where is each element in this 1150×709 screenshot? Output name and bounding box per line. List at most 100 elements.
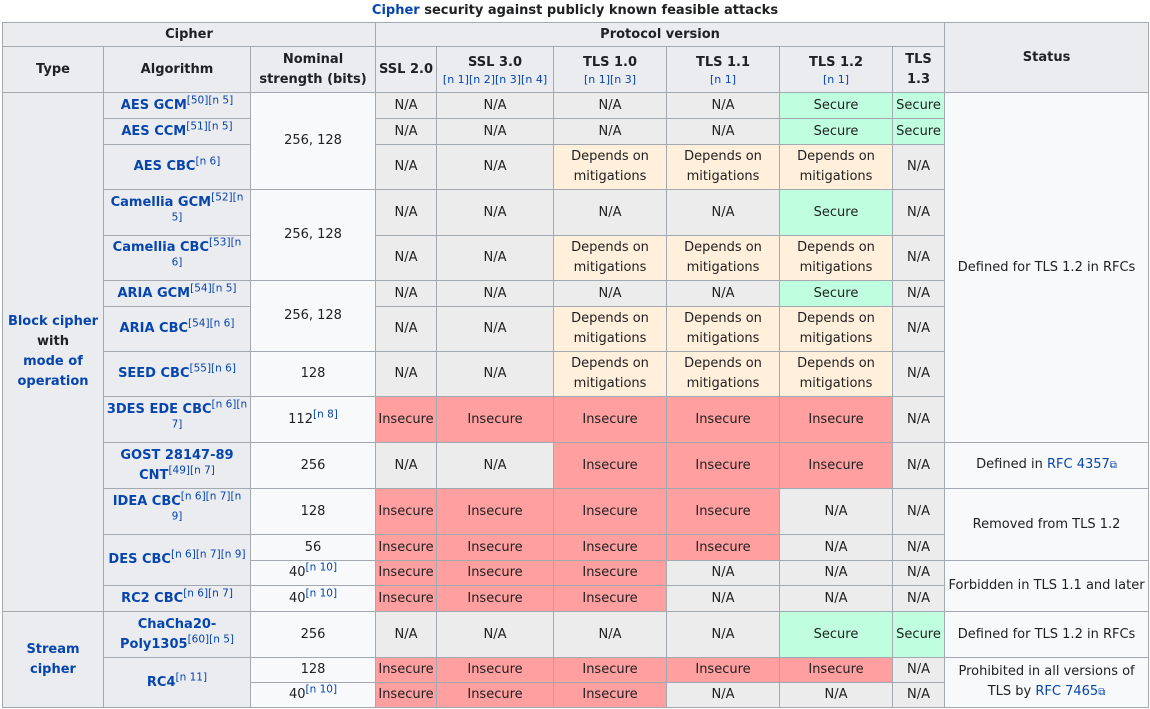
cell-insecure: Insecure — [436, 657, 555, 683]
cell-na: N/A — [553, 118, 668, 145]
table-row: Camellia CBC[53][n 6] N/A N/A Depends on… — [3, 235, 1149, 281]
cell-insecure: Insecure — [436, 682, 555, 708]
strength-des-56: 56 — [249, 534, 377, 561]
cell-depends: Depends on mitigations — [666, 351, 781, 397]
status-chacha: Defined for TLS 1.2 in RFCs — [944, 611, 1150, 658]
cell-insecure: Insecure — [666, 488, 781, 535]
cell-secure: Secure — [892, 611, 946, 658]
cell-insecure: Insecure — [666, 442, 781, 489]
rfc7465-link[interactable]: RFC 7465 — [1035, 684, 1099, 699]
cell-insecure: Insecure — [779, 442, 894, 489]
cell-na: N/A — [892, 534, 946, 561]
tls11-refs[interactable]: [n 1] — [709, 72, 737, 86]
cell-na: N/A — [779, 682, 894, 708]
cell-insecure: Insecure — [666, 534, 781, 561]
tls10-refs[interactable]: [n 1][n 3] — [583, 72, 637, 86]
cell-depends: Depends on mitigations — [666, 306, 781, 352]
header-row-1: Cipher Protocol version Status — [1, 22, 1150, 93]
rfc4357-link[interactable]: RFC 4357 — [1046, 457, 1110, 472]
table-row: Block cipher with mode of operation AES … — [2, 92, 1150, 612]
cell-na: N/A — [892, 280, 946, 307]
tls11-header: TLS 1.1 [n 1] — [666, 46, 781, 93]
strength-rc2: 40[n 10] — [249, 585, 377, 612]
algorithm-header: Algorithm — [103, 46, 251, 93]
cell-insecure: Insecure — [553, 657, 668, 683]
cell-na: N/A — [666, 560, 781, 586]
cell-na: N/A — [553, 189, 668, 236]
alg-chacha20-poly1305[interactable]: ChaCha20-Poly1305[60][n 5] — [103, 611, 251, 658]
table-caption: Cipher security against publicly known f… — [0, 3, 1150, 18]
cell-na: N/A — [892, 396, 946, 443]
strength-rc4-128: 128 — [249, 657, 377, 683]
alg-rc2-cbc[interactable]: RC2 CBC[n 6][n 7] — [103, 585, 251, 612]
cell-depends: Depends on mitigations — [553, 144, 668, 190]
cell-depends: Depends on mitigations — [666, 144, 781, 190]
tls12-refs[interactable]: [n 1] — [822, 72, 850, 86]
alg-3des-ede-cbc[interactable]: 3DES EDE CBC[n 6][n 7] — [103, 396, 251, 443]
table-row: AES CBC[n 6] N/A N/A Depends on mitigati… — [3, 144, 1149, 190]
cipher-link[interactable]: Cipher — [371, 3, 420, 18]
cell-insecure: Insecure — [375, 657, 438, 683]
alg-aria-cbc[interactable]: ARIA CBC[54][n 6] — [103, 306, 251, 352]
cell-insecure: Insecure — [436, 585, 555, 612]
alg-aria-gcm[interactable]: ARIA GCM[54][n 5] — [103, 280, 251, 307]
cell-insecure: Insecure — [375, 396, 438, 443]
cell-na: N/A — [436, 280, 555, 307]
block-cipher-link[interactable]: Block cipher — [7, 314, 99, 329]
table-row: RC2 CBC[n 6][n 7] 40[n 10] Insecure Inse… — [3, 585, 1149, 612]
cell-insecure: Insecure — [436, 396, 555, 443]
strength-rc4-40: 40[n 10] — [249, 682, 377, 708]
header-row-2: Type Algorithm Nominal strength (bits) S… — [2, 46, 1149, 93]
tls12-header: TLS 1.2 [n 1] — [779, 46, 894, 93]
strength-camellia: 256, 128 — [249, 189, 377, 281]
mode-of-operation-link[interactable]: mode of operation — [17, 354, 89, 389]
cell-insecure: Insecure — [779, 657, 894, 683]
cell-insecure: Insecure — [779, 396, 894, 443]
table-row: ARIA GCM[54][n 5] 256, 128 N/A N/A N/A N… — [3, 280, 1149, 352]
cell-insecure: Insecure — [553, 682, 668, 708]
alg-camellia-gcm[interactable]: Camellia GCM[52][n 5] — [103, 189, 251, 236]
strength-3des: 112[n 8] — [249, 396, 377, 443]
strength-header: Nominal strength (bits) — [249, 46, 377, 93]
type-stream-cipher[interactable]: Stream cipher — [2, 611, 104, 708]
alg-rc4[interactable]: RC4[n 11] — [103, 657, 251, 708]
alg-gost[interactable]: GOST 28147-89 CNT[49][n 7] — [103, 442, 251, 489]
external-link-icon: ⧉ — [1098, 687, 1106, 698]
alg-aes-gcm[interactable]: AES GCM[50][n 5] — [103, 92, 251, 119]
cell-insecure: Insecure — [553, 442, 668, 489]
cell-secure: Secure — [779, 611, 894, 658]
alg-seed-cbc[interactable]: SEED CBC[55][n 6] — [103, 351, 251, 397]
alg-des-cbc[interactable]: DES CBC[n 6][n 7][n 9] — [103, 534, 251, 586]
cell-depends: Depends on mitigations — [553, 351, 668, 397]
status-forbidden: Forbidden in TLS 1.1 and later — [944, 560, 1150, 612]
cell-na: N/A — [666, 682, 781, 708]
cell-na: N/A — [666, 611, 781, 658]
alg-aes-ccm[interactable]: AES CCM[51][n 5] — [103, 118, 251, 145]
ssl30-refs[interactable]: [n 1][n 2][n 3][n 4] — [442, 72, 548, 86]
cell-na: N/A — [436, 144, 555, 190]
cell-na: N/A — [779, 534, 894, 561]
alg-camellia-cbc[interactable]: Camellia CBC[53][n 6] — [103, 235, 251, 281]
table-row: 40[n 10] Insecure Insecure Insecure N/A … — [3, 682, 1149, 708]
alg-aes-cbc[interactable]: AES CBC[n 6] — [103, 144, 251, 190]
cell-na: N/A — [892, 682, 946, 708]
cell-na: N/A — [375, 280, 438, 307]
cell-na: N/A — [436, 306, 555, 352]
strength-seed: 128 — [249, 351, 377, 397]
cell-na: N/A — [436, 611, 555, 658]
cell-insecure: Insecure — [436, 534, 555, 561]
cell-na: N/A — [375, 442, 438, 489]
cell-insecure: Insecure — [375, 560, 438, 586]
cell-secure: Secure — [892, 118, 946, 145]
cell-na: N/A — [892, 442, 946, 489]
cell-insecure: Insecure — [375, 534, 438, 561]
cell-na: N/A — [375, 351, 438, 397]
cell-depends: Depends on mitigations — [666, 235, 781, 281]
alg-idea-cbc[interactable]: IDEA CBC[n 6][n 7][n 9] — [103, 488, 251, 535]
strength-idea: 128 — [249, 488, 377, 535]
external-link-icon: ⧉ — [1109, 460, 1117, 471]
strength-aria: 256, 128 — [249, 280, 377, 352]
type-block-cipher: Block cipher with mode of operation — [2, 92, 104, 612]
cell-insecure: Insecure — [666, 396, 781, 443]
cell-na: N/A — [436, 235, 555, 281]
